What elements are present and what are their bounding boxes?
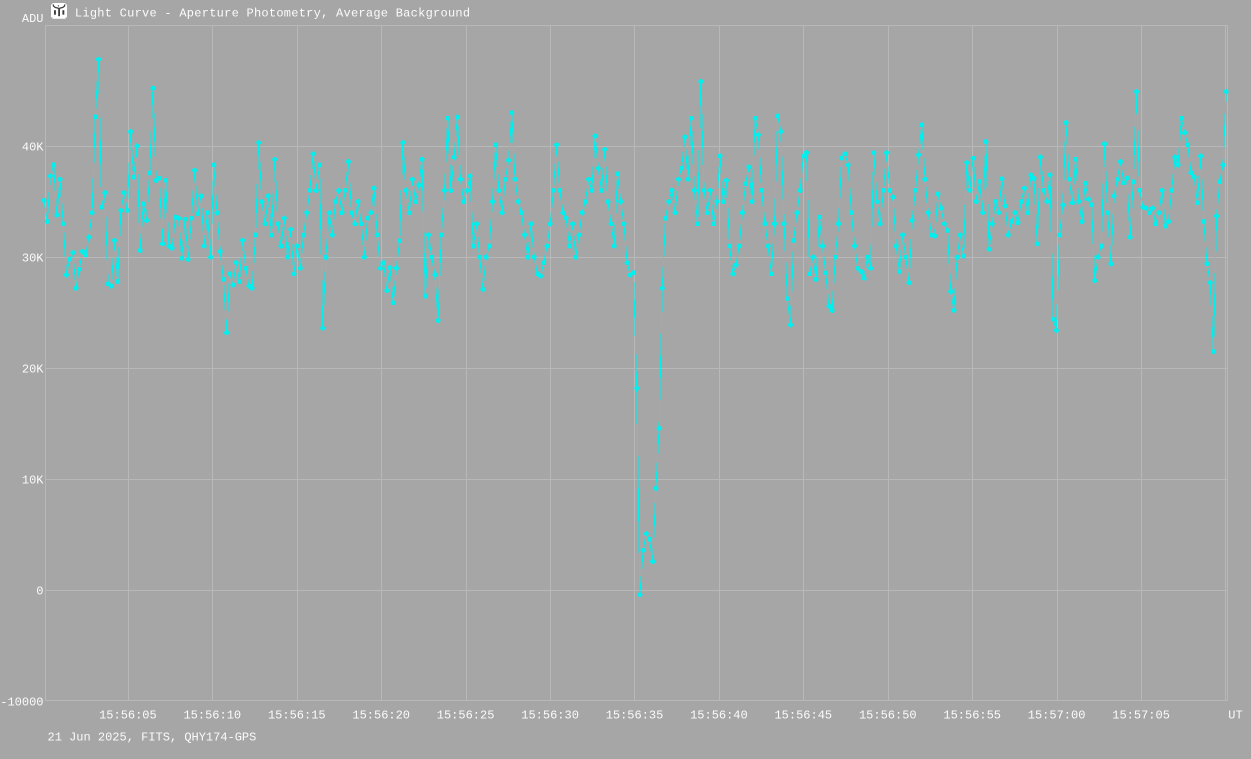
svg-text:15:56:30: 15:56:30 <box>521 709 579 723</box>
svg-text:-10000: -10000 <box>0 696 43 710</box>
svg-text:15:56:40: 15:56:40 <box>690 709 748 723</box>
svg-text:ADU: ADU <box>22 12 44 26</box>
svg-text:15:56:25: 15:56:25 <box>437 709 495 723</box>
svg-text:15:56:35: 15:56:35 <box>606 709 664 723</box>
svg-text:0: 0 <box>36 585 43 599</box>
svg-text:15:56:45: 15:56:45 <box>774 709 832 723</box>
svg-text:15:57:00: 15:57:00 <box>1028 709 1086 723</box>
svg-text:30K: 30K <box>22 252 44 266</box>
svg-text:15:56:20: 15:56:20 <box>352 709 410 723</box>
svg-text:Light Curve - Aperture Photome: Light Curve - Aperture Photometry, Avera… <box>75 7 470 21</box>
svg-text:UT: UT <box>1228 709 1242 723</box>
svg-text:20K: 20K <box>22 363 44 377</box>
svg-text:21 Jun 2025, FITS, QHY174-GPS: 21 Jun 2025, FITS, QHY174-GPS <box>48 731 257 745</box>
svg-text:15:56:55: 15:56:55 <box>943 709 1001 723</box>
svg-text:15:56:15: 15:56:15 <box>268 709 326 723</box>
svg-text:15:56:05: 15:56:05 <box>99 709 157 723</box>
svg-text:15:56:50: 15:56:50 <box>859 709 917 723</box>
svg-text:15:56:10: 15:56:10 <box>183 709 241 723</box>
svg-text:15:57:05: 15:57:05 <box>1112 709 1170 723</box>
svg-text:40K: 40K <box>22 141 44 155</box>
svg-text:10K: 10K <box>22 474 44 488</box>
